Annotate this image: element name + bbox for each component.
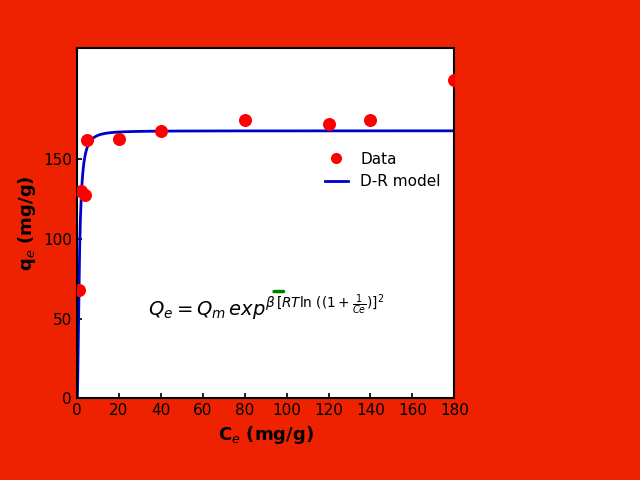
Y-axis label: q$_{e}$ (mg/g): q$_{e}$ (mg/g) — [15, 175, 38, 271]
Data — [449, 76, 460, 84]
D-R model — [451, 128, 458, 134]
Legend: Data, D-R model: Data, D-R model — [319, 146, 447, 195]
Data — [80, 191, 90, 198]
Data — [76, 188, 86, 195]
D-R model — [73, 396, 81, 401]
D-R model — [440, 128, 447, 134]
Data — [239, 116, 250, 123]
Data — [114, 135, 124, 143]
Data — [82, 136, 92, 144]
Data — [74, 286, 84, 294]
D-R model — [246, 128, 254, 134]
D-R model — [92, 133, 100, 139]
X-axis label: C$_{e}$ (mg/g): C$_{e}$ (mg/g) — [218, 424, 314, 446]
D-R model — [257, 128, 264, 134]
Data — [323, 120, 333, 128]
D-R model — [371, 128, 378, 134]
Text: $Q_e = Q_m\,exp^{\beta\,[RT\ln\,((1+\frac{1}{Ce})]^2}$: $Q_e = Q_m\,exp^{\beta\,[RT\ln\,((1+\fra… — [148, 292, 383, 323]
Line: D-R model: D-R model — [77, 131, 454, 398]
Data — [365, 116, 376, 123]
D-R model — [440, 128, 447, 134]
Data — [156, 127, 166, 135]
